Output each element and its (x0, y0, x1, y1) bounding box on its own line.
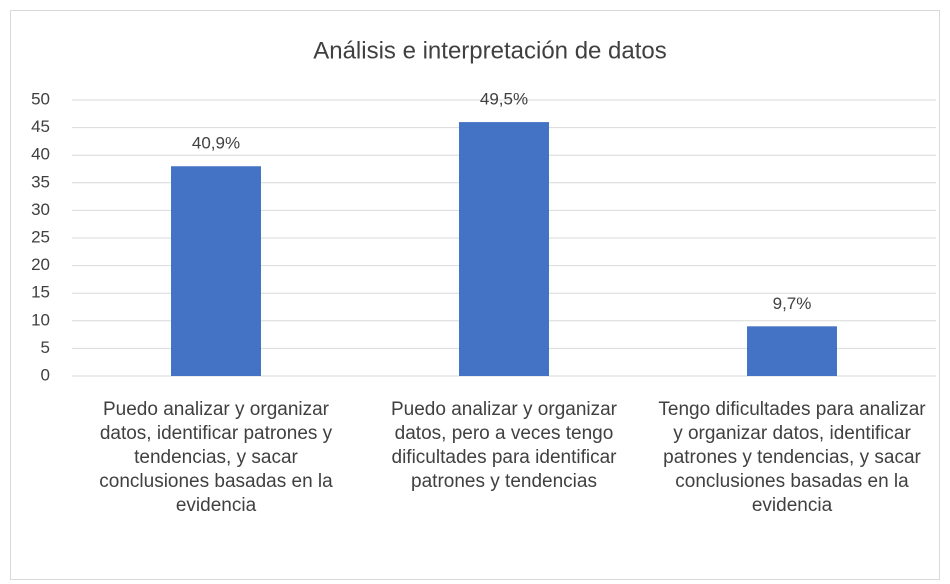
y-tick-label: 30 (31, 200, 50, 219)
y-tick-label: 10 (31, 310, 50, 329)
y-tick-label: 35 (31, 172, 50, 191)
y-tick-label: 25 (31, 227, 50, 246)
bar (459, 122, 549, 376)
x-tick-label: Tengo dificultades para analizar y organ… (658, 399, 926, 516)
y-tick-label: 40 (31, 145, 50, 164)
bar (171, 166, 261, 376)
y-tick-label: 15 (31, 283, 50, 302)
data-label: 9,7% (773, 294, 812, 313)
y-tick-label: 0 (41, 365, 50, 384)
y-tick-label: 5 (41, 338, 50, 357)
y-tick-label: 45 (31, 117, 50, 136)
y-tick-label: 20 (31, 255, 50, 274)
x-tick-label: Puedo analizar y organizar datos, identi… (99, 399, 333, 516)
y-tick-label: 50 (31, 89, 50, 108)
chart-title: Análisis e interpretación de datos (313, 37, 667, 64)
data-label: 49,5% (480, 90, 528, 109)
data-label: 40,9% (192, 134, 240, 153)
x-tick-label: Puedo analizar y organizar datos, pero a… (390, 399, 618, 492)
bar (747, 326, 837, 376)
